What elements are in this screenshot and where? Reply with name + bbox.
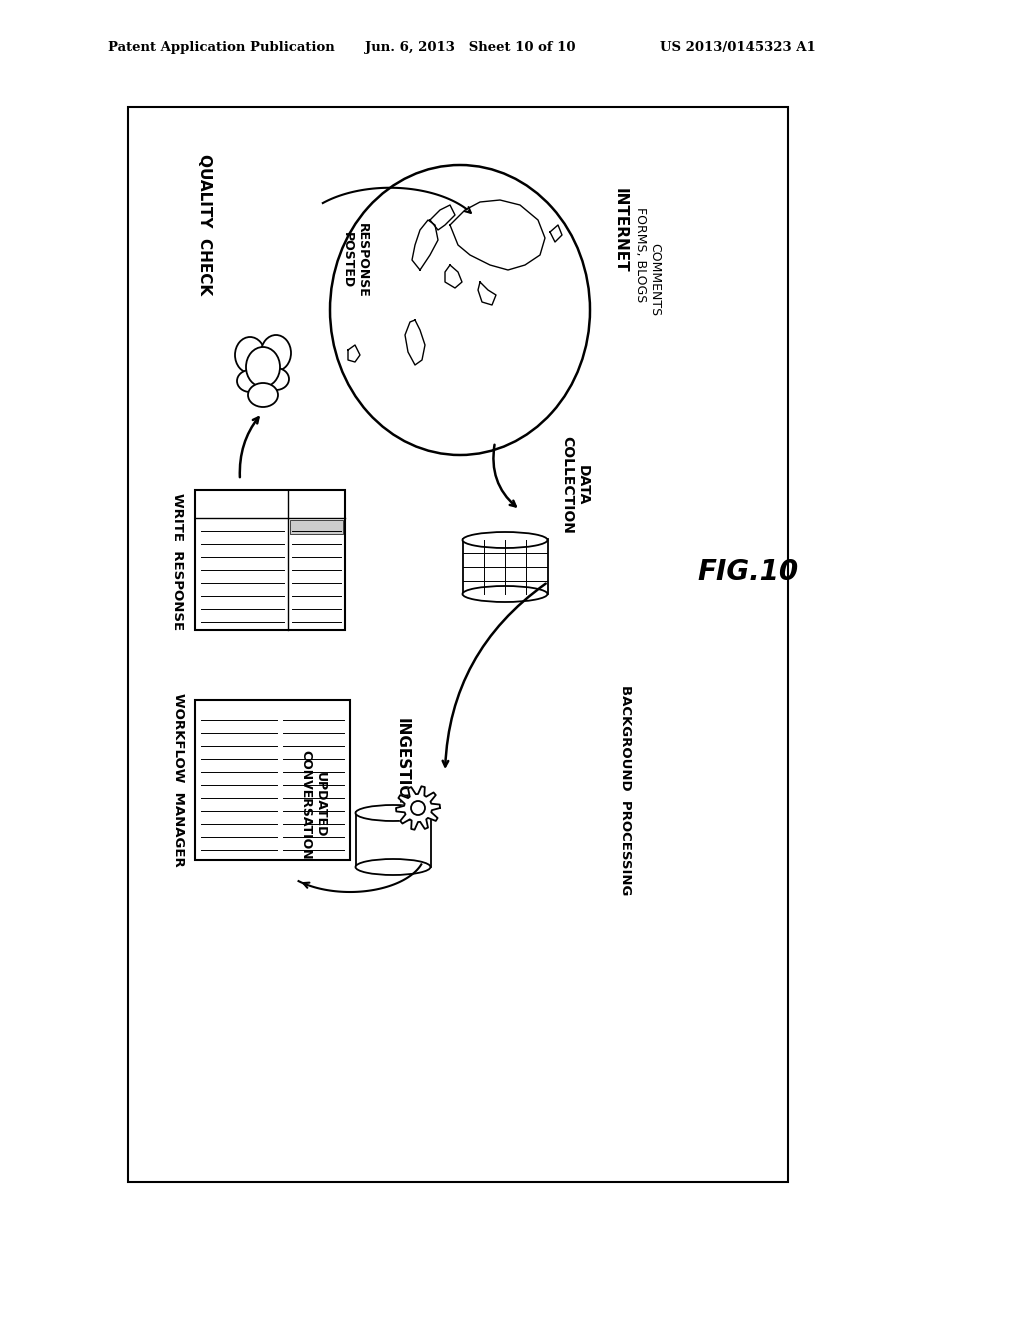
- Text: INTERNET: INTERNET: [612, 187, 628, 272]
- Bar: [356, 812, 431, 867]
- Ellipse shape: [237, 370, 263, 392]
- Text: FIG.10: FIG.10: [697, 558, 799, 586]
- Ellipse shape: [234, 337, 265, 374]
- Ellipse shape: [248, 383, 278, 407]
- Bar: [463, 539, 548, 594]
- Text: FORMS, BLOGS: FORMS, BLOGS: [634, 207, 646, 302]
- Text: COMMENTS: COMMENTS: [648, 243, 662, 317]
- Text: DATA
COLLECTION: DATA COLLECTION: [560, 436, 590, 533]
- Text: BACKGROUND  PROCESSING: BACKGROUND PROCESSING: [618, 685, 632, 895]
- Text: WRITE  RESPONSE: WRITE RESPONSE: [171, 494, 184, 631]
- Bar: [195, 490, 345, 630]
- Text: RESPONSE
POSTED: RESPONSE POSTED: [341, 223, 369, 297]
- Text: US 2013/0145323 A1: US 2013/0145323 A1: [660, 41, 816, 54]
- Ellipse shape: [463, 532, 548, 548]
- Bar: [128, 107, 788, 1181]
- Bar: [195, 700, 350, 861]
- Text: Jun. 6, 2013   Sheet 10 of 10: Jun. 6, 2013 Sheet 10 of 10: [365, 41, 575, 54]
- Text: UPDATED
CONVERSATION: UPDATED CONVERSATION: [299, 750, 327, 859]
- Text: QUALITY  CHECK: QUALITY CHECK: [198, 154, 213, 296]
- Text: Patent Application Publication: Patent Application Publication: [108, 41, 335, 54]
- Bar: [290, 520, 343, 535]
- Circle shape: [411, 801, 425, 814]
- Ellipse shape: [355, 859, 430, 875]
- Text: INGESTION: INGESTION: [394, 718, 410, 812]
- Ellipse shape: [246, 347, 280, 387]
- Ellipse shape: [261, 335, 291, 371]
- Ellipse shape: [330, 165, 590, 455]
- Ellipse shape: [463, 586, 548, 602]
- Polygon shape: [396, 787, 440, 830]
- Ellipse shape: [355, 805, 430, 821]
- Ellipse shape: [263, 368, 289, 389]
- Text: WORKFLOW  MANAGER: WORKFLOW MANAGER: [171, 693, 184, 867]
